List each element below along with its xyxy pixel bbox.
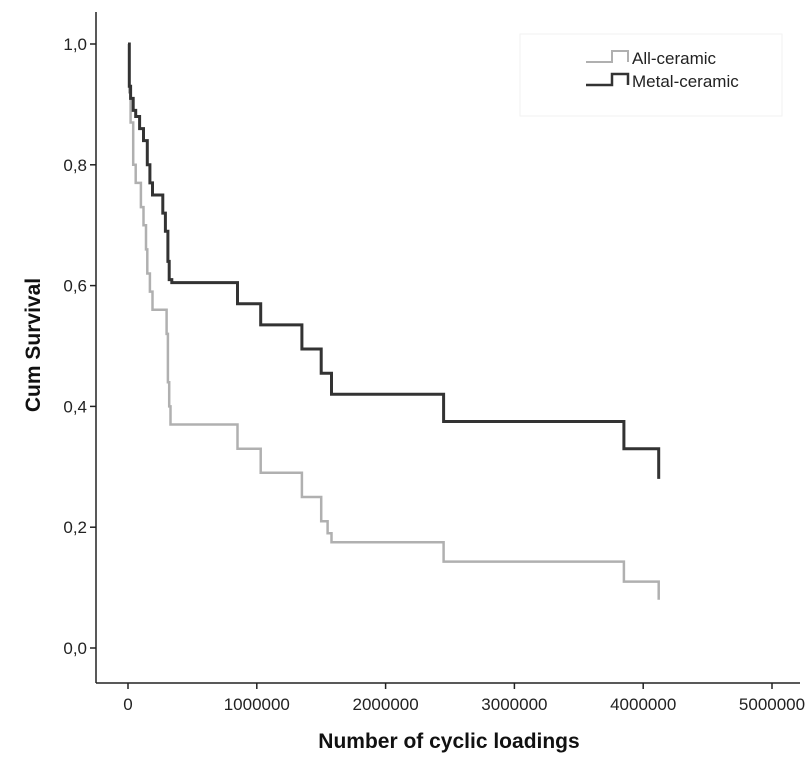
legend-label-metal-ceramic: Metal-ceramic bbox=[632, 72, 739, 91]
x-tick-label: 2000000 bbox=[353, 695, 419, 714]
y-tick-label: 0,4 bbox=[63, 397, 87, 416]
y-tick-label: 0,6 bbox=[63, 277, 87, 296]
x-tick-label: 4000000 bbox=[610, 695, 676, 714]
legend-swatch-metal-ceramic bbox=[586, 72, 630, 87]
axes: 0,0 0,2 0,4 0,6 0,8 1,0 0 1000000 2000000 3000000… bbox=[63, 12, 805, 714]
series-all-ceramic bbox=[128, 42, 660, 600]
series-layer bbox=[127, 42, 661, 600]
legend: All-ceramic Metal-ceramic bbox=[519, 33, 783, 117]
y-tick-label: 0,8 bbox=[63, 156, 87, 175]
y-tick-label: 0,0 bbox=[63, 639, 87, 658]
legend-swatch-all-ceramic bbox=[586, 50, 629, 63]
legend-label-all-ceramic: All-ceramic bbox=[632, 49, 717, 68]
series-metal-ceramic bbox=[127, 42, 661, 479]
y-tick-label: 0,2 bbox=[63, 518, 87, 537]
y-axis-title: Cum Survival bbox=[22, 278, 45, 412]
x-tick-label: 0 bbox=[123, 695, 132, 714]
x-tick-label: 3000000 bbox=[481, 695, 547, 714]
x-tick-label: 5000000 bbox=[739, 695, 805, 714]
x-tick-label: 1000000 bbox=[224, 695, 290, 714]
x-axis-title: Number of cyclic loadings bbox=[318, 730, 579, 753]
y-tick-label: 1,0 bbox=[63, 35, 87, 54]
legend-box bbox=[519, 33, 783, 117]
